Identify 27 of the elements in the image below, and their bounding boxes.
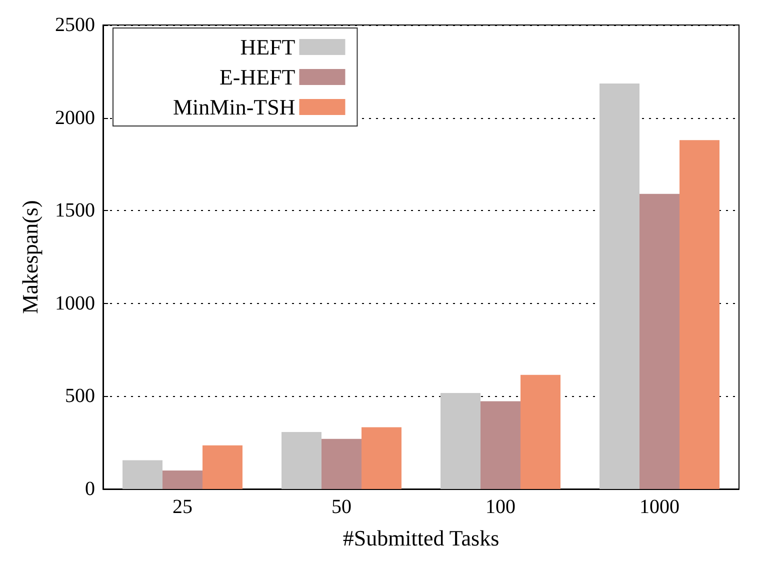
y-tick-label: 1500 [55, 200, 95, 222]
legend-label: E-HEFT [219, 64, 296, 90]
bar [162, 470, 202, 489]
bar [520, 374, 560, 489]
bar [640, 194, 680, 489]
y-axis-title: Makespan(s) [18, 200, 42, 314]
bar [282, 432, 322, 489]
y-tick-label: 500 [65, 385, 95, 408]
bar [480, 401, 520, 489]
bar [122, 460, 162, 489]
bar [600, 83, 640, 489]
legend-label: MinMin-TSH [172, 94, 296, 120]
x-axis-title: #Submitted Tasks [342, 526, 500, 550]
y-tick-label: 2000 [55, 106, 95, 129]
bar [680, 140, 720, 489]
y-tick-label: 0 [85, 478, 95, 500]
x-tick-label: 100 [486, 496, 516, 518]
y-tick-label: 2500 [55, 14, 95, 36]
x-tick-label: 1000 [640, 496, 680, 518]
y-tick-label: 1000 [55, 292, 95, 314]
x-tick-label: 25 [172, 496, 192, 518]
bar [202, 445, 242, 489]
bar [362, 427, 402, 489]
x-tick-label: 50 [332, 496, 352, 518]
bar [440, 393, 480, 489]
legend-label: HEFT [240, 34, 296, 60]
bar [322, 438, 362, 489]
